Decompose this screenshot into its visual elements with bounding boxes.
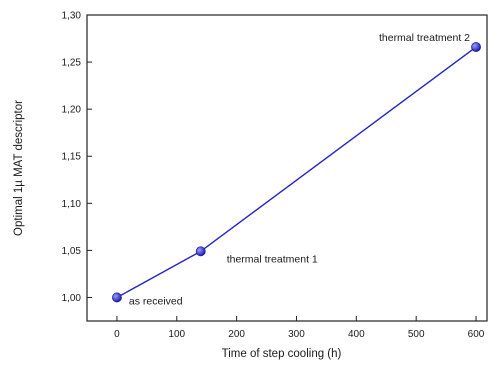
point-annotations: as received thermal treatment 1 thermal tr…	[129, 32, 470, 307]
x-axis-ticks: 0 100 200 300 400 500 600	[114, 316, 485, 340]
y-tick-label: 1,00	[62, 293, 82, 304]
y-axis-title: Optimal 1µ MAT descriptor	[13, 100, 25, 236]
x-tick-label: 500	[408, 329, 425, 340]
x-tick-label: 300	[288, 329, 305, 340]
y-tick-label: 1,05	[62, 246, 82, 257]
x-tick-label: 600	[468, 329, 485, 340]
point-label: thermal treatment 2	[379, 32, 470, 44]
y-tick-label: 1,30	[62, 11, 82, 22]
point-label: as received	[129, 295, 183, 307]
y-tick-label: 1,25	[62, 58, 82, 69]
x-tick-label: 400	[348, 329, 365, 340]
x-axis-title: Time of step cooling (h)	[222, 348, 342, 360]
y-tick-label: 1,15	[62, 152, 82, 163]
x-tick-label: 200	[228, 329, 245, 340]
x-tick-label: 0	[114, 329, 120, 340]
y-tick-label: 1,20	[62, 105, 82, 116]
plot-frame	[86, 14, 488, 322]
y-axis-ticks: 1,00 1,05 1,10 1,15 1,20 1,25 1,30	[62, 11, 92, 304]
data-point	[471, 42, 481, 52]
x-tick-label: 100	[168, 329, 185, 340]
data-point	[112, 292, 122, 303]
y-tick-label: 1,10	[62, 199, 82, 210]
point-label: thermal treatment 1	[227, 253, 318, 265]
data-series	[112, 42, 481, 303]
data-point	[195, 246, 206, 257]
